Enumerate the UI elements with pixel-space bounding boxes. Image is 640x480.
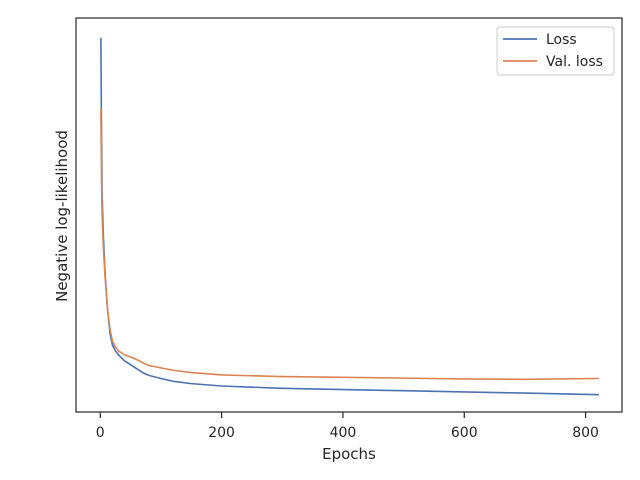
legend: Loss Val. loss [496,26,615,76]
series-layer [100,37,599,396]
x-tick-label: 800 [572,425,599,441]
legend-label-val-loss: Val. loss [546,54,603,70]
x-tick-label: 400 [330,425,357,441]
x-axis-label: Epochs [322,445,376,463]
series-line-val-loss [100,108,599,381]
x-axis-ticks: 0 200 400 600 800 [96,412,599,441]
legend-label-loss: Loss [546,32,577,48]
x-tick-label: 200 [208,425,235,441]
x-tick-label: 600 [451,425,478,441]
y-axis-label: Negative log-likelihood [53,130,71,302]
plot-background [76,18,622,412]
plot-frame [75,17,623,413]
x-tick-label: 0 [96,425,105,441]
